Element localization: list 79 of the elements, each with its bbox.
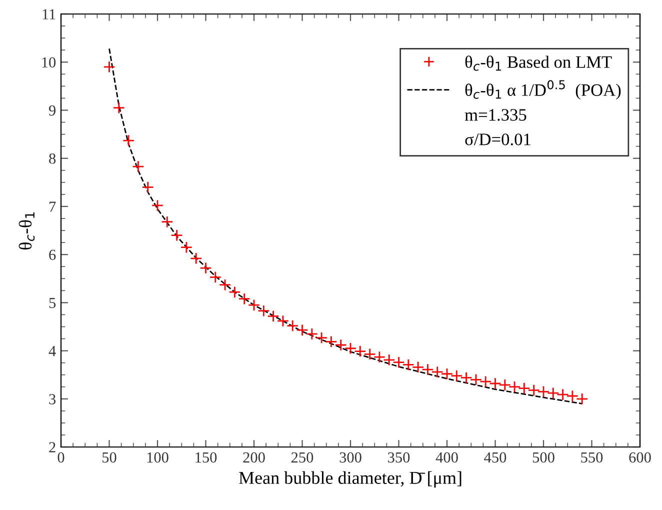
point [122,134,135,147]
point [576,392,588,405]
point [286,320,299,332]
point [460,372,472,384]
point [200,262,212,274]
point [518,382,530,394]
y-tick-label: 3 [49,394,56,404]
point [276,314,290,328]
point [450,370,463,382]
y-tick-label: 11 [42,9,56,20]
point [392,356,405,368]
point [248,299,260,312]
point [537,386,550,398]
legend-label: θ$_{c}$-θ$_{1}$ Based on LMT [465,56,612,71]
point [344,342,357,354]
x-tick-label: 250 [291,452,314,463]
point [180,241,193,254]
x-tick-label: 100 [147,452,168,463]
point [508,380,521,393]
point [267,310,280,322]
point [431,366,444,378]
point [373,350,386,364]
y-tick-label: 4 [48,346,56,356]
y-tick-label: 10 [42,57,56,68]
y-tick-label: 7 [50,202,56,212]
point [112,102,125,114]
annotation: m=1.335 [464,109,526,121]
x-tick-label: 500 [532,452,554,463]
point [440,368,454,380]
point [480,375,492,388]
point [218,278,232,291]
point [258,304,270,317]
point [470,374,482,386]
point [161,216,174,228]
point [556,388,569,401]
x-tick-label: 150 [196,452,217,463]
point [412,361,424,374]
point [354,345,366,358]
point [315,332,328,344]
point [364,348,376,360]
legend-label: θ$_{c}$-θ$_{1}$ α 1/D$^{0.5}$ (POA) [465,80,621,100]
point [528,384,540,396]
y-tick-label: 2 [49,442,56,452]
point [489,377,502,390]
point [132,160,144,173]
point [306,328,318,340]
x-tick-label: 550 [581,452,603,463]
point [228,286,241,298]
x-tick-label: 400 [436,452,458,463]
point [334,338,347,352]
x-axis-title: Mean bubble diameter, D̄ [μm] [238,471,462,488]
point [402,358,414,371]
point [103,60,116,73]
point [422,363,434,376]
point [547,387,560,400]
x-tick-label: 350 [388,452,410,463]
x-tick-label: 300 [340,452,362,463]
x-tick-label: 600 [629,452,651,463]
point [383,354,396,366]
point [190,252,202,264]
y-axis-title: θ$_{c}$-θ$_{1}$ [18,212,35,250]
point [296,324,308,336]
annotation: σ/D=0.01 [465,134,530,146]
point [209,271,222,284]
point [325,336,338,348]
x-tick-label: 450 [484,452,506,463]
point [566,390,579,402]
y-tick-label: 6 [49,250,56,260]
y-tick-label: 5 [49,298,56,308]
point [151,199,164,212]
y-tick-label: 8 [49,153,56,164]
x-tick-label: 200 [243,452,265,463]
x-tick-label: 0 [58,452,64,463]
x-tick-label: 50 [102,452,116,463]
point [238,292,250,305]
point [498,378,511,392]
point [170,229,183,242]
y-tick-label: 9 [48,105,56,116]
point [142,181,154,194]
